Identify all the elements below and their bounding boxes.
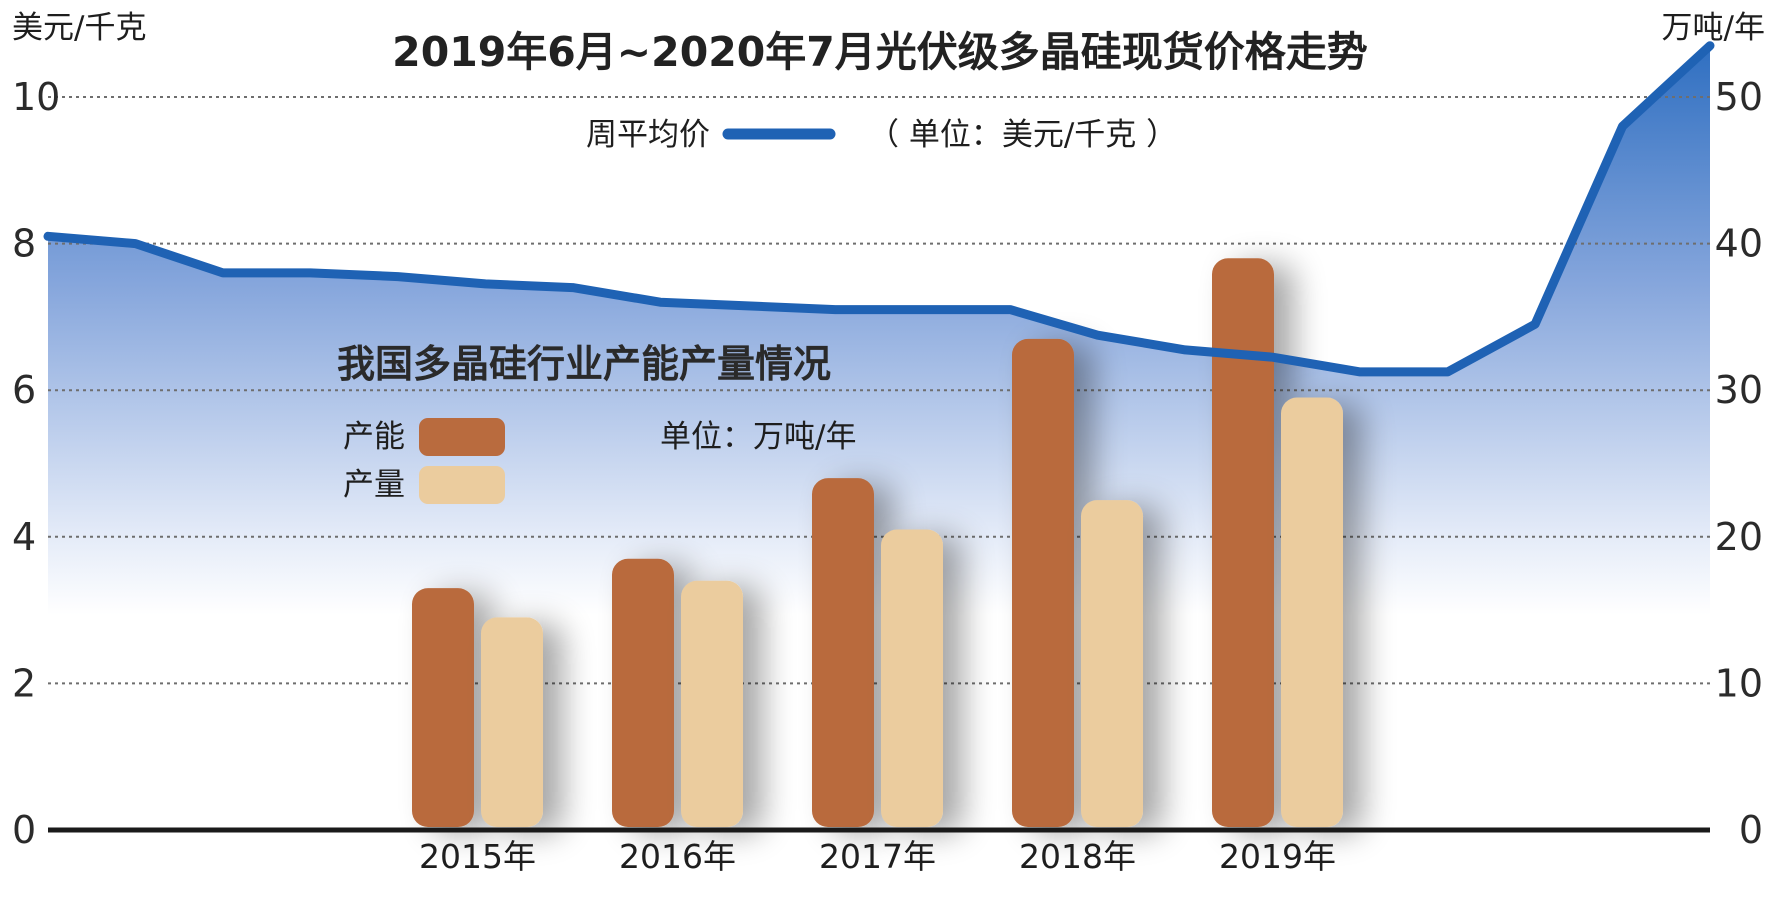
price-point	[309, 271, 312, 274]
capacity-legend: 产能 产量 单位：万吨/年	[343, 418, 856, 504]
right-tick-labels: 0 10 20 30 40 50	[1715, 75, 1763, 852]
price-point	[746, 304, 749, 307]
bar-capacity	[1012, 338, 1074, 827]
bar-capacity	[412, 588, 474, 827]
price-point	[571, 286, 574, 289]
capacity-chart-title: 我国多晶硅行业产能产量情况	[337, 342, 831, 386]
left-tick-label: 4	[12, 515, 36, 559]
left-tick-label: 10	[12, 75, 60, 119]
x-category-label: 2015年	[419, 837, 536, 876]
right-tick-label: 30	[1715, 368, 1763, 412]
price-point	[1534, 323, 1537, 326]
legend-swatch-capacity	[419, 418, 505, 456]
left-tick-labels: 0 2 4 6 8 10	[12, 75, 60, 852]
left-tick-label: 8	[12, 222, 36, 266]
price-point	[659, 301, 662, 304]
left-tick-label: 0	[12, 808, 36, 852]
legend-label-output: 产量	[343, 467, 405, 503]
bar-output	[1081, 500, 1143, 827]
right-tick-label: 50	[1715, 75, 1763, 119]
price-point	[1009, 308, 1012, 311]
bar-output	[681, 580, 743, 827]
price-chart-title: 2019年6月~2020年7月光伏级多晶硅现货价格走势	[392, 28, 1368, 76]
legend-label-capacity: 产能	[343, 419, 405, 455]
x-category-label: 2016年	[619, 837, 736, 876]
capacity-unit-note: 单位：万吨/年	[660, 419, 856, 455]
price-point	[47, 235, 49, 238]
left-tick-label: 6	[12, 368, 36, 412]
price-point	[921, 308, 924, 311]
price-point	[1096, 334, 1099, 337]
price-point	[134, 242, 137, 245]
x-category-label: 2017年	[819, 837, 936, 876]
price-legend-label: 周平均价	[586, 117, 710, 153]
bar-layer	[412, 258, 1343, 827]
price-line-layer	[43, 41, 1715, 377]
price-legend: 周平均价 （ 单位：美元/千克 ）	[586, 117, 1177, 153]
price-point	[1184, 348, 1187, 351]
bar-capacity	[812, 478, 874, 827]
legend-swatch-output	[419, 466, 505, 504]
price-point	[834, 308, 837, 311]
right-tick-label: 0	[1739, 808, 1763, 852]
bar-output	[481, 617, 543, 827]
x-category-label: 2019年	[1219, 837, 1336, 876]
price-point	[484, 282, 487, 285]
left-tick-label: 2	[12, 661, 36, 705]
left-axis-unit: 美元/千克	[12, 10, 146, 46]
x-category-label: 2018年	[1019, 837, 1136, 876]
price-point	[1621, 125, 1624, 128]
bar-output	[881, 529, 943, 827]
price-point	[1359, 370, 1362, 373]
x-tick-labels: 2015年 2016年 2017年 2018年 2019年	[419, 837, 1336, 876]
bar-output	[1281, 397, 1343, 827]
right-axis-unit: 万吨/年	[1662, 10, 1765, 46]
price-point	[396, 275, 399, 278]
price-point	[1446, 370, 1449, 373]
price-unit-note: （ 单位：美元/千克 ）	[868, 117, 1177, 153]
right-tick-label: 40	[1715, 222, 1763, 266]
price-point	[1709, 44, 1711, 47]
price-series-line	[43, 41, 1715, 377]
price-point	[221, 271, 224, 274]
right-tick-label: 10	[1715, 661, 1763, 705]
price-point	[1271, 356, 1274, 359]
bar-capacity	[612, 558, 674, 827]
bar-capacity	[1212, 258, 1274, 827]
right-tick-label: 20	[1715, 515, 1763, 559]
